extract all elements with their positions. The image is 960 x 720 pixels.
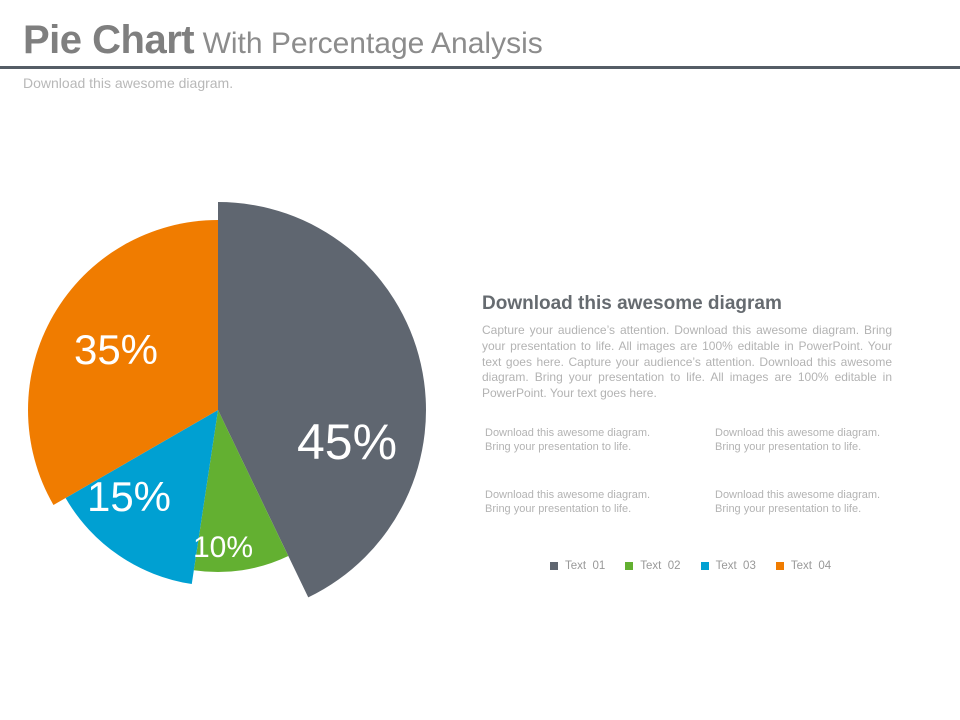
note-4: Download this awesome diagram. Bring you… [715,488,915,516]
note-line: Bring your presentation to life. [715,441,862,453]
pie-chart: 45% 10% 15% 35% [28,202,426,598]
pie-slice-label-4: 35% [74,326,158,373]
page-subtitle: Download this awesome diagram. [23,75,234,91]
note-line: Bring your presentation to life. [485,503,632,515]
legend-swatch-3 [700,562,709,570]
note-line: Download this awesome diagram. [715,427,881,439]
pie-slice-2 [193,410,289,572]
pie-slice-label-3: 15% [87,473,171,520]
legend-item-2: Text 02 [625,560,681,572]
panel-body: Capture your audience’s attention. Downl… [482,323,892,401]
page-title-sub: With Percentage Analysis [202,27,543,60]
legend-item-3: Text 03 [700,560,756,572]
note-2: Download this awesome diagram. Bring you… [715,426,915,454]
pie-slice-label-2: 10% [193,531,253,564]
legend-label-3: Text 03 [715,560,756,572]
legend-item-4: Text 04 [775,560,832,572]
note-3: Download this awesome diagram. Bring you… [485,488,685,516]
pie-slice-label-1: 45% [297,414,397,470]
legend-label-1: Text 01 [565,560,606,572]
note-line: Download this awesome diagram. [485,427,651,439]
chart-legend: Text 01 Text 02 Text 03 Text 04 [550,558,851,574]
panel-heading: Download this awesome diagram [482,293,782,314]
note-1: Download this awesome diagram. Bring you… [485,426,685,454]
pie-slice-1 [218,202,426,598]
legend-swatch-4 [775,562,784,570]
page-header: Pie Chart With Percentage Analysis [23,18,943,68]
legend-label-4: Text 04 [790,560,832,572]
title-divider [0,66,960,69]
note-line: Bring your presentation to life. [485,441,632,453]
pie-slices [28,202,426,598]
pie-slice-3 [65,410,218,585]
legend-swatch-1 [550,562,558,570]
text-panel: Download this awesome diagram Capture yo… [482,293,892,402]
legend-label-2: Text 02 [640,560,681,572]
legend-swatch-2 [625,562,634,570]
page-title: Pie Chart [23,18,195,62]
legend-item-1: Text 01 [550,560,605,572]
pie-slice-labels: 45% 10% 15% 35% [74,326,397,564]
note-line: Download this awesome diagram. [715,489,881,501]
note-line: Download this awesome diagram. [485,489,651,501]
note-line: Bring your presentation to life. [715,503,862,515]
pie-slice-4 [28,220,218,505]
